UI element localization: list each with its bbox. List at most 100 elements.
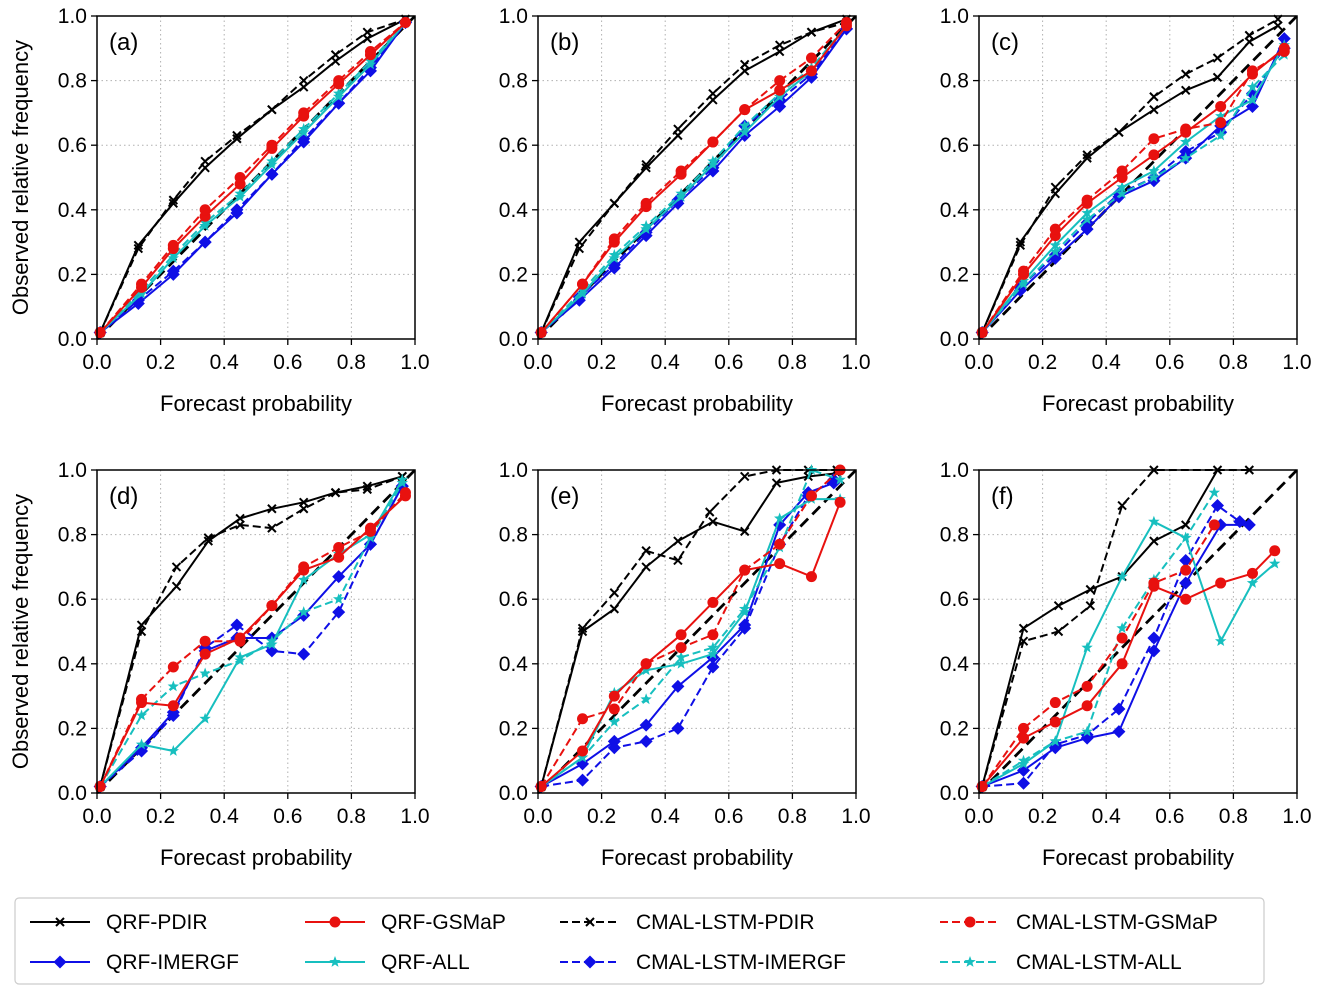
data-point-qrf-all — [640, 223, 652, 234]
data-point-qrf-all — [1116, 570, 1128, 582]
x-tick-label: 0.6 — [714, 805, 743, 828]
series-line-cmal-lstm-all — [99, 482, 404, 788]
data-point-qrf-pdir — [203, 536, 214, 546]
series-line-qrf-all — [99, 479, 404, 788]
data-point-qrf-all — [167, 745, 179, 756]
x-tick-label: 0.4 — [1092, 805, 1122, 828]
data-point-qrf-all — [1017, 757, 1030, 769]
data-point-cmal-lstm-imergf — [607, 741, 621, 755]
data-point-qrf-gsmap — [1246, 567, 1258, 579]
data-point-qrf-all — [640, 664, 652, 676]
data-point-qrf-gsmap — [333, 551, 345, 563]
data-point-cmal-lstm-all — [333, 593, 345, 605]
data-point-cmal-lstm-pdir — [1117, 500, 1127, 511]
data-point-qrf-all — [1215, 110, 1227, 121]
data-point-cmal-lstm-imergf — [1233, 515, 1247, 529]
y-tick-label: 1.0 — [499, 5, 528, 28]
data-point-cmal-lstm-all — [364, 531, 377, 543]
data-point-cmal-lstm-gsmap — [1215, 117, 1227, 129]
series-group — [975, 14, 1291, 340]
data-point-cmal-lstm-all — [640, 219, 652, 231]
x-axis-label: Forecast probability — [160, 845, 352, 870]
data-point-cmal-lstm-all — [333, 87, 345, 99]
data-point-qrf-pdir — [171, 581, 182, 591]
data-point-cmal-lstm-gsmap — [199, 204, 211, 216]
series-line-cmal-lstm-pdir — [99, 475, 403, 787]
data-point-qrf-pdir — [641, 562, 651, 572]
x-tick-label: 0.4 — [651, 805, 681, 828]
data-point-qrf-all — [1246, 577, 1259, 588]
data-point-qrf-all — [707, 158, 719, 170]
data-point-cmal-lstm-pdir — [133, 243, 144, 254]
series-line-qrf-all — [540, 25, 848, 334]
series-line-qrf-all — [99, 21, 407, 334]
y-tick-label: 1.0 — [940, 5, 969, 28]
data-point-qrf-pdir — [1149, 536, 1159, 546]
data-point-cmal-lstm-all — [298, 606, 310, 617]
data-point-qrf-imergf — [639, 718, 653, 732]
data-point-cmal-lstm-all — [576, 751, 589, 763]
x-tick-label: 0.2 — [146, 351, 175, 374]
legend-label: QRF-ALL — [381, 951, 470, 974]
data-point-cmal-lstm-gsmap — [1180, 564, 1192, 576]
data-point-cmal-lstm-pdir — [235, 520, 245, 530]
data-point-cmal-lstm-gsmap — [234, 635, 246, 647]
y-tick-label: 0.4 — [940, 653, 970, 676]
x-tick-label: 0.0 — [523, 805, 552, 828]
x-tick-label: 0.2 — [1028, 351, 1057, 374]
y-tick-label: 0.4 — [58, 653, 88, 676]
data-point-qrf-gsmap — [1215, 577, 1227, 589]
data-point-cmal-lstm-pdir — [1180, 69, 1191, 79]
legend-marker-swatch — [964, 916, 976, 928]
data-point-qrf-all — [707, 648, 719, 659]
data-point-qrf-all — [576, 287, 589, 299]
data-point-cmal-lstm-gsmap — [399, 16, 411, 28]
data-point-qrf-pdir — [1149, 104, 1159, 115]
x-axis-label: Forecast probability — [1042, 845, 1234, 870]
data-point-qrf-gsmap — [774, 558, 786, 570]
data-point-qrf-all — [1081, 641, 1093, 653]
data-point-cmal-lstm-gsmap — [675, 642, 687, 654]
data-point-cmal-lstm-gsmap — [640, 197, 652, 209]
legend-label: CMAL-LSTM-GSMaP — [1016, 911, 1218, 934]
plot-frame — [978, 15, 1298, 340]
legend-entry-cmal-lstm-gsmap: CMAL-LSTM-GSMaP — [940, 911, 1218, 934]
x-tick-label: 1.0 — [1282, 351, 1311, 374]
chart-panel: 0.00.0 0.2 0.2 0.4 0.4 0.6 0.6 0.8 0.8 1.0 1.0 (a) F… — [8, 5, 430, 416]
data-point-cmal-lstm-all — [199, 667, 211, 679]
chart-panel: 0.00.0 0.2 0.2 0.4 0.4 0.6 0.6 0.8 0.8 1.0 1.0 (d) F… — [8, 459, 430, 870]
data-point-cmal-lstm-all — [1246, 81, 1259, 92]
data-point-cmal-lstm-all — [1017, 278, 1030, 289]
legend-label: CMAL-LSTM-IMERGF — [636, 951, 846, 974]
series-line-qrf-gsmap — [99, 21, 407, 334]
data-point-cmal-lstm-pdir — [330, 487, 341, 498]
data-point-cmal-lstm-pdir — [739, 471, 750, 482]
chart-panel: 0.00.0 0.2 0.2 0.4 0.4 0.6 0.6 0.8 0.8 1.0 1.0 (c) F… — [940, 5, 1312, 416]
data-point-qrf-gsmap — [1116, 658, 1128, 670]
data-point-qrf-all — [774, 512, 786, 524]
data-point-cmal-lstm-imergf — [1017, 776, 1031, 790]
x-tick-label: 0.6 — [273, 805, 302, 828]
data-point-cmal-lstm-all — [167, 249, 179, 260]
data-point-cmal-lstm-all — [1017, 754, 1030, 766]
data-point-qrf-pdir — [739, 526, 750, 537]
y-tick-label: 0.4 — [58, 199, 88, 222]
data-point-qrf-gsmap — [805, 571, 817, 583]
data-point-qrf-gsmap — [1215, 100, 1227, 112]
x-tick-label: 0.0 — [82, 805, 111, 828]
series-line-qrf-gsmap — [99, 495, 407, 787]
data-point-qrf-pdir — [1053, 600, 1064, 611]
data-point-cmal-lstm-imergf — [1211, 499, 1224, 513]
x-tick-label: 0.2 — [587, 805, 616, 828]
legend-label: CMAL-LSTM-ALL — [1016, 951, 1182, 974]
data-point-cmal-lstm-pdir — [1244, 30, 1255, 41]
y-tick-label: 0.8 — [499, 70, 528, 93]
data-point-cmal-lstm-imergf — [166, 264, 180, 278]
x-tick-label: 0.6 — [1155, 351, 1184, 374]
y-tick-label: 0.6 — [499, 588, 528, 611]
data-point-cmal-lstm-gsmap — [608, 233, 620, 245]
data-point-cmal-lstm-gsmap — [333, 542, 345, 554]
data-point-cmal-lstm-all — [834, 473, 846, 485]
data-point-cmal-lstm-gsmap — [1148, 577, 1160, 589]
series-line-cmal-lstm-all — [981, 492, 1216, 788]
